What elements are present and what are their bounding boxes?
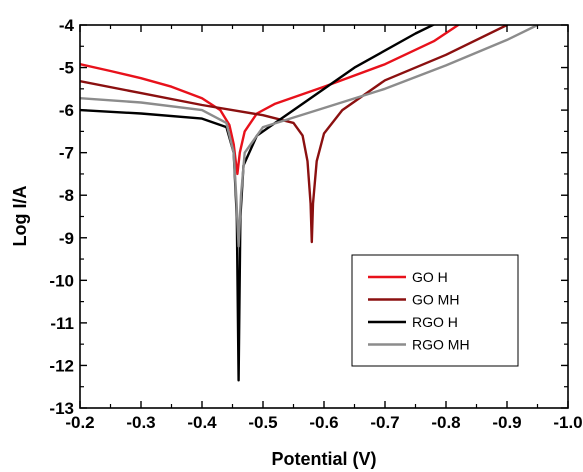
legend-label: GO MH [412,292,459,308]
x-tick-label: -0.4 [187,413,217,432]
y-tick-label: -9 [59,229,74,248]
x-axis-title: Potential (V) [271,449,376,469]
x-axis: -0.2 -0.3 -0.4 -0.5 -0.6 -0.7 -0.8 -0.9 -1.0 [65,25,583,432]
series-line-1 [80,25,509,244]
x-tick-label: -0.5 [248,413,277,432]
x-tick-label: -1.0 [553,413,582,432]
x-tick-label: -0.2 [65,413,94,432]
series-line-2 [80,25,436,382]
y-tick-label: -11 [50,314,74,333]
y-axis: -4 -5 -6 -7 -8 -9 -10 -11 -12 -13 [49,16,568,418]
x-tick-label: -0.7 [370,413,399,432]
y-axis-title: Log I/A [10,186,30,247]
series-layer [80,25,539,382]
legend-label: RGO MH [412,337,470,353]
legend-box [351,254,519,367]
legend-label: RGO H [412,314,458,330]
series-line-3 [80,25,539,248]
y-tick-label: -7 [59,144,74,163]
x-tick-label: -0.6 [309,413,338,432]
legend: GO H GO MH RGO H RGO MH [351,254,519,367]
y-tick-label: -5 [59,59,74,78]
y-tick-label: -6 [59,101,74,120]
x-tick-label: -0.3 [126,413,155,432]
legend-label: GO H [412,269,448,285]
y-tick-label: -13 [49,399,74,418]
y-tick-label: -4 [59,16,75,35]
y-tick-label: -10 [49,271,74,290]
series-line-0 [80,25,460,176]
x-tick-label: -0.8 [431,413,460,432]
y-tick-label: -8 [59,186,74,205]
x-tick-label: -0.9 [492,413,521,432]
y-tick-label: -12 [49,356,74,375]
